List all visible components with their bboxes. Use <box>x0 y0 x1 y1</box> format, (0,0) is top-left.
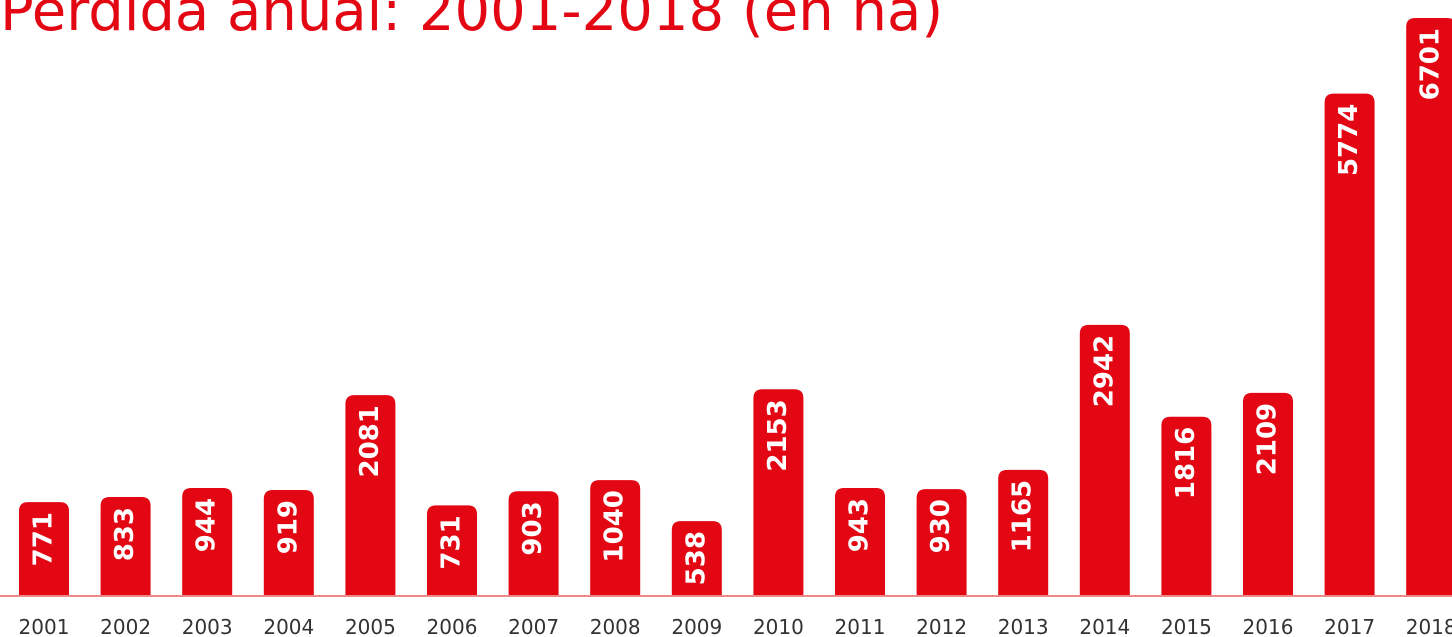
x-tick-label: 2001 <box>19 615 70 637</box>
bar <box>19 502 69 595</box>
bar <box>427 505 477 595</box>
x-tick-label: 2017 <box>1324 615 1375 637</box>
bar <box>1324 93 1375 595</box>
value-label: 771 <box>29 512 59 566</box>
bar <box>100 497 151 595</box>
x-tick-label: 2015 <box>1161 615 1212 637</box>
bar <box>753 389 804 595</box>
value-label: 2942 <box>1089 335 1119 407</box>
bar <box>998 469 1049 595</box>
x-tick-label: 2002 <box>100 615 151 637</box>
value-label: 833 <box>110 507 140 561</box>
value-label: 731 <box>437 515 467 569</box>
bar <box>182 487 233 595</box>
x-tick-label: 2010 <box>753 615 804 637</box>
bar <box>1406 18 1452 595</box>
bar <box>1079 324 1130 595</box>
value-label: 930 <box>926 499 956 553</box>
value-label: 2081 <box>355 405 385 477</box>
x-tick-label: 2007 <box>508 615 559 637</box>
bar <box>590 480 641 595</box>
bar <box>263 489 314 595</box>
x-tick-label: 2014 <box>1079 615 1130 637</box>
value-label: 903 <box>518 501 548 555</box>
bar <box>1243 392 1293 595</box>
x-tick-label: 2012 <box>916 615 967 637</box>
chart-title: Pérdida anual: 2001-2018 (en ha) <box>0 0 943 44</box>
bar <box>508 491 559 595</box>
x-tick-label: 2006 <box>427 615 478 637</box>
value-label: 1040 <box>600 490 630 562</box>
x-tick-label: 2009 <box>671 615 722 637</box>
value-label: 2153 <box>763 399 793 471</box>
bar <box>345 395 396 595</box>
value-label: 6701 <box>1416 28 1446 100</box>
bar <box>671 521 722 595</box>
x-tick-label: 2011 <box>835 615 886 637</box>
value-label: 944 <box>192 498 222 552</box>
value-label: 1165 <box>1008 480 1038 552</box>
x-tick-label: 2008 <box>590 615 641 637</box>
bar <box>1161 416 1212 595</box>
x-tick-label: 2016 <box>1243 615 1294 637</box>
bar <box>916 489 967 595</box>
value-label: 943 <box>845 498 875 552</box>
value-label: 1816 <box>1171 427 1201 499</box>
x-tick-label: 2005 <box>345 615 396 637</box>
x-tick-label: 2018 <box>1406 615 1452 637</box>
value-label: 919 <box>273 500 303 554</box>
value-label: 5774 <box>1334 104 1364 176</box>
x-tick-label: 2004 <box>263 615 314 637</box>
value-label: 538 <box>681 531 711 585</box>
x-tick-label: 2003 <box>182 615 233 637</box>
bar <box>835 488 885 595</box>
value-label: 2109 <box>1253 403 1283 475</box>
x-tick-label: 2013 <box>998 615 1049 637</box>
